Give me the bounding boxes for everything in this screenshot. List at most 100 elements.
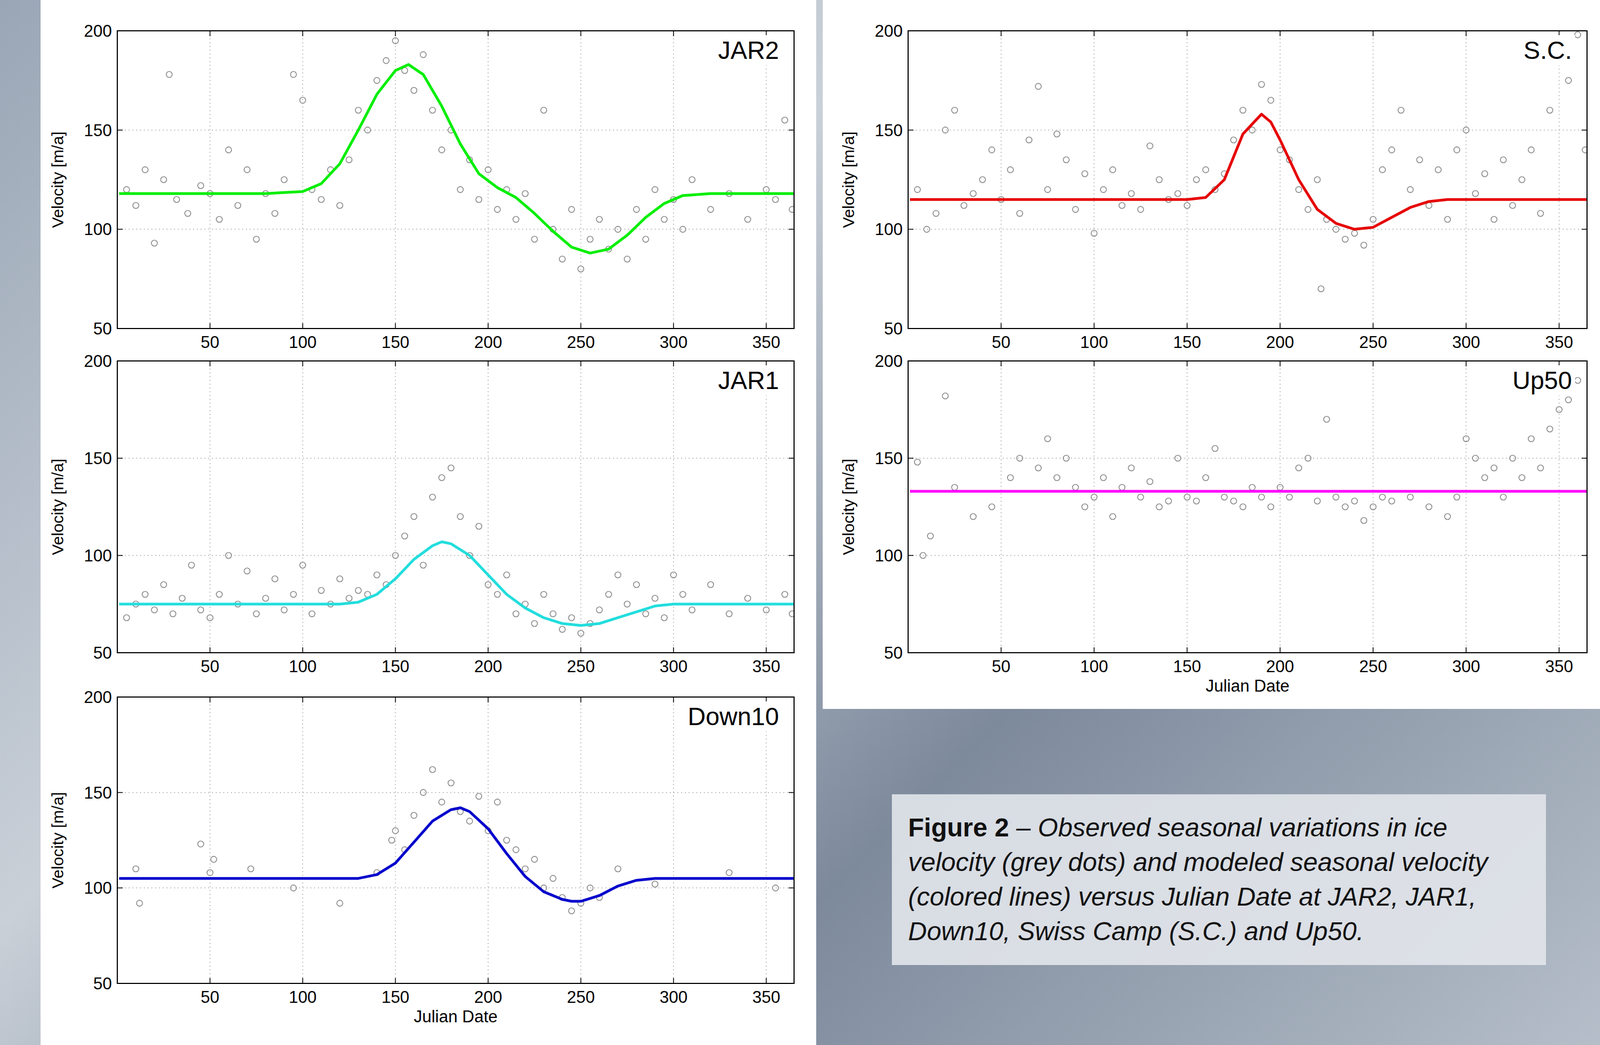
observation-point — [707, 582, 714, 589]
tick-mark — [580, 978, 582, 984]
observation-point — [781, 591, 788, 598]
observation-point — [1091, 494, 1098, 501]
tick-mark — [1558, 323, 1560, 329]
observation-point — [633, 582, 640, 589]
observation-point — [253, 236, 260, 243]
observation-point — [979, 176, 986, 183]
tick-mark — [788, 457, 795, 459]
observation-point — [1500, 494, 1507, 501]
observation-point — [318, 587, 325, 594]
observation-point — [1063, 156, 1070, 163]
grid-line — [395, 697, 397, 984]
observation-point — [680, 226, 686, 233]
observation-point — [1044, 186, 1051, 193]
x-tick-label: 100 — [288, 988, 317, 1008]
observation-point — [318, 196, 325, 203]
observation-point — [392, 828, 399, 835]
observation-point — [1500, 156, 1507, 163]
grid-line — [580, 30, 582, 329]
observation-point — [1044, 436, 1051, 443]
observation-point — [1518, 475, 1525, 482]
observation-point — [923, 226, 930, 233]
tick-mark — [302, 323, 304, 329]
observation-point — [169, 611, 176, 618]
tick-mark — [908, 129, 914, 131]
marks — [909, 31, 1588, 292]
x-tick-label: 200 — [1265, 332, 1295, 352]
observation-point — [216, 216, 223, 223]
plot-frame — [908, 30, 1588, 329]
observation-point — [550, 611, 557, 618]
observation-point — [1286, 494, 1293, 501]
observation-point — [1240, 107, 1246, 113]
observation-point — [942, 392, 949, 399]
grid-line — [908, 555, 1588, 557]
observation-point — [1547, 107, 1553, 113]
observation-point — [1295, 186, 1302, 193]
y-tick-label: 100 — [83, 546, 112, 566]
observation-point — [429, 107, 436, 113]
tick-mark — [302, 697, 304, 703]
observation-point — [290, 591, 297, 598]
observation-point — [210, 856, 217, 863]
observation-point — [184, 210, 191, 217]
observation-point — [961, 202, 968, 209]
observation-point — [1582, 147, 1588, 153]
observation-point — [1454, 494, 1460, 501]
tick-mark — [788, 792, 795, 794]
x-tick-label: 300 — [659, 657, 688, 677]
x-tick-label: 150 — [1172, 657, 1202, 677]
observation-point — [577, 265, 584, 272]
tick-mark — [487, 361, 489, 367]
tick-mark — [1581, 457, 1588, 459]
observation-point — [336, 900, 343, 907]
observation-point — [475, 523, 482, 530]
observation-point — [1025, 137, 1032, 144]
observation-point — [1547, 426, 1553, 433]
observation-point — [466, 818, 473, 825]
observation-point — [550, 875, 557, 882]
observation-point — [1100, 186, 1107, 193]
observation-point — [1035, 465, 1042, 472]
observation-point — [355, 587, 362, 594]
observation-point — [475, 793, 482, 800]
panel: 5010015020025030035050100150200Down10Vel… — [48, 688, 795, 1027]
tick-mark — [302, 361, 304, 367]
observation-point — [1249, 484, 1256, 491]
observation-point — [438, 147, 445, 153]
plot-background — [908, 361, 1588, 653]
x-tick-label: 100 — [288, 657, 317, 677]
observation-point — [420, 789, 426, 796]
observation-point — [1230, 137, 1237, 144]
observation-point — [392, 552, 399, 559]
tick-mark — [1093, 361, 1095, 367]
observation-point — [642, 611, 649, 618]
tick-mark — [580, 30, 582, 37]
grid-line — [209, 30, 211, 329]
observation-point — [1351, 230, 1358, 237]
observation-point — [494, 799, 501, 806]
title-patch — [1509, 365, 1576, 396]
observation-point — [1128, 190, 1135, 197]
observation-point — [1202, 167, 1209, 173]
tick-mark — [1000, 361, 1002, 367]
observation-point — [271, 576, 278, 583]
tick-mark — [395, 30, 397, 37]
title-patch — [715, 365, 783, 396]
observation-point — [624, 256, 631, 263]
tick-mark — [1279, 361, 1281, 367]
tick-mark — [765, 323, 768, 329]
observation-point — [392, 37, 399, 44]
tick-mark — [1558, 647, 1560, 653]
observation-point — [1454, 147, 1460, 153]
right-column-background — [822, 0, 1600, 710]
tick-mark — [672, 697, 675, 703]
tick-mark — [302, 30, 304, 37]
observation-point — [1565, 397, 1572, 404]
observation-point — [1081, 170, 1088, 177]
observation-point — [1109, 514, 1116, 520]
observation-point — [1556, 407, 1563, 413]
observation-point — [531, 621, 538, 628]
observation-point — [345, 595, 352, 602]
plot-frame — [908, 361, 1588, 653]
